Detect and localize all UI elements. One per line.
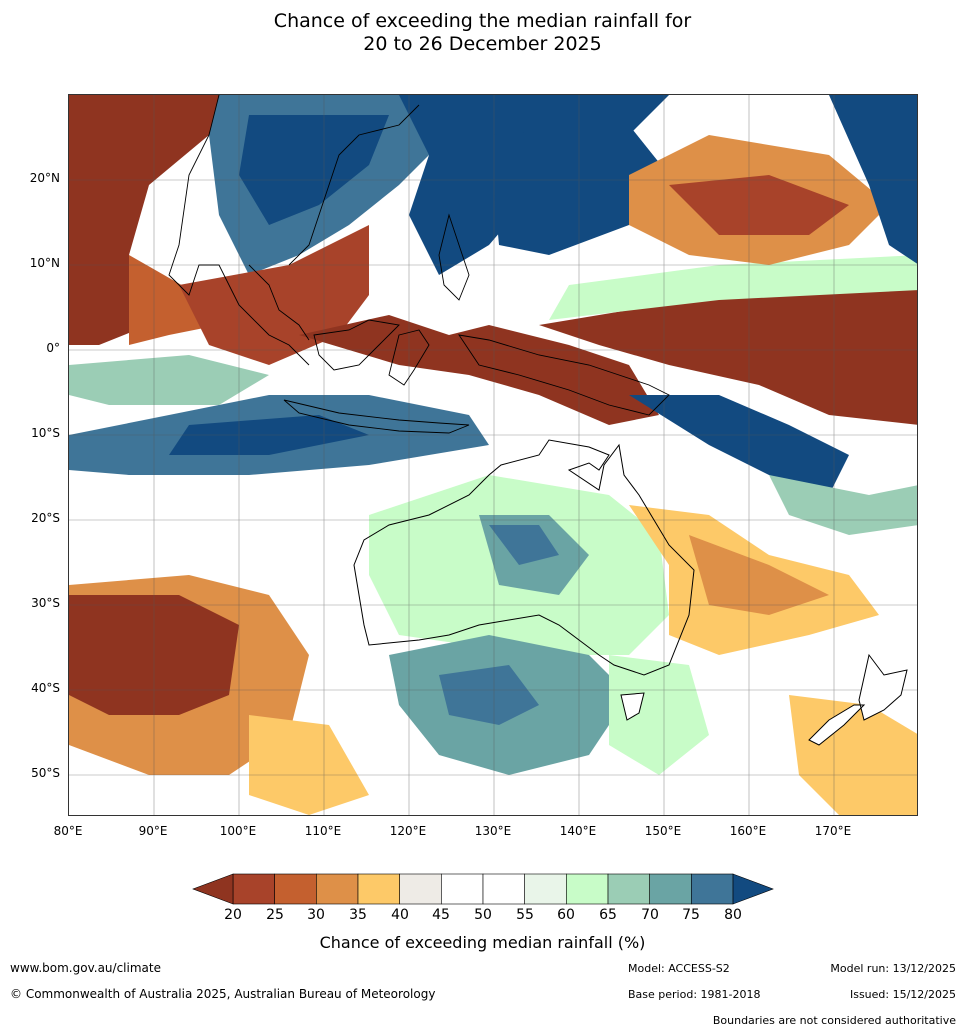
lon-label-100e: 100°E [219, 824, 257, 838]
colorbar-tick-80: 80 [724, 907, 742, 923]
colorbar-tick-70: 70 [641, 907, 659, 923]
colorbar-tick-35: 35 [349, 907, 367, 923]
colorbar-segment [316, 873, 359, 905]
lon-label-140e: 140°E [559, 824, 597, 838]
australia-coastline [353, 439, 695, 676]
lon-label-170e: 170°E [814, 824, 852, 838]
lon-label-120e: 120°E [389, 824, 427, 838]
colorbar-segment [232, 873, 275, 905]
lon-label-150e: 150°E [644, 824, 682, 838]
title-line-2: 20 to 26 December 2025 [363, 33, 602, 55]
colorbar-under-arrow [192, 873, 234, 905]
lon-label-90e: 90°E [138, 824, 168, 838]
colorbar-segment [524, 873, 567, 905]
footer-model: Model: ACCESS-S2 [628, 962, 730, 975]
footer-base-period: Base period: 1981-2018 [628, 988, 761, 1001]
colorbar-segment [357, 873, 400, 905]
lat-label-20n: 20°N [29, 171, 60, 185]
lat-label-20s: 20°S [31, 511, 60, 525]
colorbar-segment [566, 873, 609, 905]
footer-website[interactable]: www.bom.gov.au/climate [10, 961, 161, 975]
colorbar-tick-30: 30 [307, 907, 325, 923]
colorbar-tick-75: 75 [682, 907, 700, 923]
lat-label-0: 0° [46, 341, 60, 355]
graticule [69, 95, 917, 815]
lon-label-80e: 80°E [53, 824, 83, 838]
colorbar-segment [691, 873, 734, 905]
lat-label-10s: 10°S [31, 426, 60, 440]
rainfall-map [68, 94, 918, 816]
colorbar-segment [399, 873, 442, 905]
colorbar-segment [274, 873, 317, 905]
colorbar-tick-25: 25 [266, 907, 284, 923]
colorbar-tick-20: 20 [224, 907, 242, 923]
footer-boundaries-note: Boundaries are not considered authoritat… [712, 1014, 956, 1027]
colorbar-tick-40: 40 [391, 907, 409, 923]
title-line-1: Chance of exceeding the median rainfall … [273, 10, 692, 32]
colorbar-over-arrow [732, 873, 774, 905]
colorbar-tick-60: 60 [557, 907, 575, 923]
lon-label-160e: 160°E [729, 824, 767, 838]
colorbar-segment [441, 873, 484, 905]
colorbar-segment [649, 873, 692, 905]
colorbar-tick-45: 45 [432, 907, 450, 923]
footer-issued: Issued: 15/12/2025 [849, 988, 956, 1001]
lon-label-110e: 110°E [304, 824, 342, 838]
tasmania-coastline [620, 692, 645, 721]
lat-label-50s: 50°S [31, 766, 60, 780]
colorbar-tick-50: 50 [474, 907, 492, 923]
asia-coastlines [168, 95, 670, 434]
colorbar-segment [482, 873, 525, 905]
lat-label-30s: 30°S [31, 596, 60, 610]
new-zealand-coastline [808, 653, 908, 746]
colorbar-tick-65: 65 [599, 907, 617, 923]
colorbar-segment [607, 873, 651, 905]
map-svg [69, 95, 917, 815]
footer-copyright: © Commonwealth of Australia 2025, Austra… [10, 987, 436, 1001]
lat-label-10n: 10°N [29, 256, 60, 270]
map-title: Chance of exceeding the median rainfall … [0, 10, 965, 56]
footer-model-run: Model run: 13/12/2025 [830, 962, 956, 975]
lon-label-130e: 130°E [474, 824, 512, 838]
lat-label-40s: 40°S [31, 681, 60, 695]
colorbar-label: Chance of exceeding median rainfall (%) [319, 933, 646, 952]
colorbar-tick-55: 55 [516, 907, 534, 923]
